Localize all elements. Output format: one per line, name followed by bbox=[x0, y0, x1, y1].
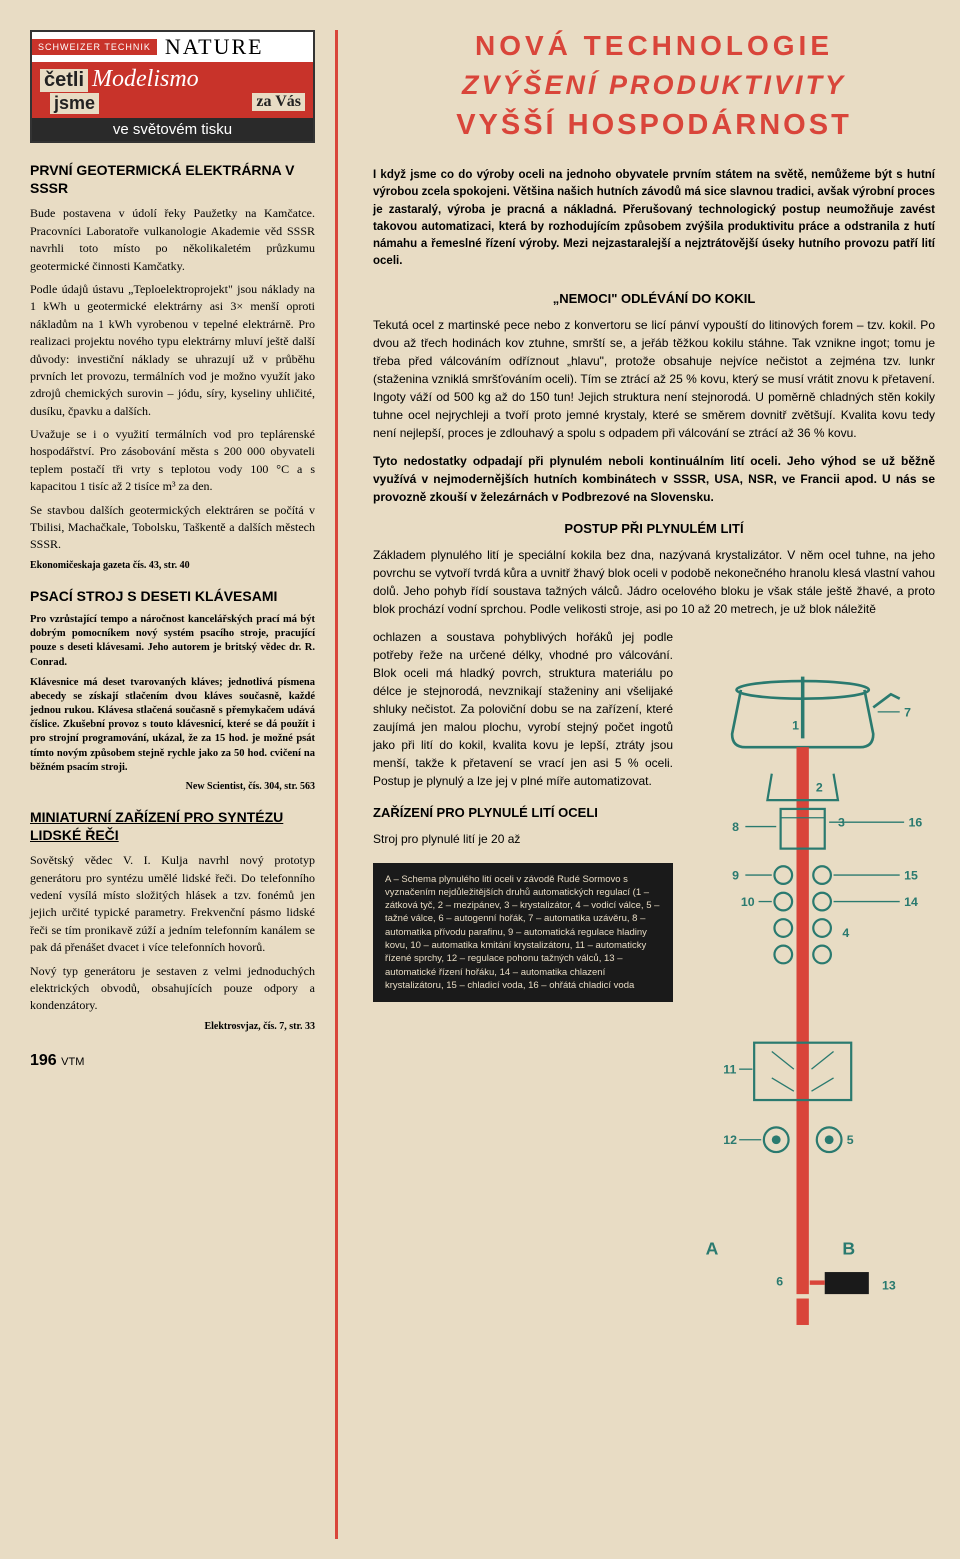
header-jsme: jsme bbox=[50, 93, 99, 114]
article3-source: Elektrosvjaz, čís. 7, str. 33 bbox=[30, 1021, 315, 1032]
header-script: Modelismo bbox=[92, 66, 199, 92]
continuous-casting-diagram: 7 1 2 8 3 16 9 15 10 14 bbox=[688, 628, 935, 1378]
left-column: SCHWEIZER TECHNIK NATURE četli Modelismo… bbox=[30, 30, 315, 1539]
column-divider bbox=[335, 30, 338, 1539]
svg-text:12: 12 bbox=[723, 1133, 737, 1147]
header-cetli: četli bbox=[40, 69, 88, 92]
article2-p1: Pro vzrůstající tempo a náročnost kancel… bbox=[30, 613, 315, 670]
intro-text: I když jsme co do výroby oceli na jednoh… bbox=[373, 167, 935, 271]
article3-title: MINIATURNÍ ZAŘÍZENÍ PRO SYNTÉZU LIDSKÉ Ř… bbox=[30, 808, 315, 844]
article3-p2: Nový typ generátoru je sestaven z velmi … bbox=[30, 963, 315, 1015]
svg-text:7: 7 bbox=[904, 705, 911, 719]
article1-p3: Uvažuje se i o využití termálních vod pr… bbox=[30, 426, 315, 496]
section1-p1: Tekutá ocel z martinské pece nebo z konv… bbox=[373, 316, 935, 442]
article2-title: PSACÍ STROJ S DESETI KLÁVESAMI bbox=[30, 587, 315, 605]
svg-text:9: 9 bbox=[732, 868, 739, 882]
svg-text:B: B bbox=[842, 1238, 855, 1258]
diagram-area: 7 1 2 8 3 16 9 15 10 14 bbox=[688, 628, 935, 1383]
section3-p1: Stroj pro plynulé lití je 20 až bbox=[373, 830, 673, 848]
article2-p2: Klávesnice má deset tvarovaných kláves; … bbox=[30, 676, 315, 775]
svg-text:10: 10 bbox=[741, 894, 755, 908]
svg-text:5: 5 bbox=[847, 1133, 854, 1147]
section2-p2: ochlazen a soustava pohyblivých hořáků j… bbox=[373, 628, 673, 790]
header-zavas: za Vás bbox=[252, 93, 305, 111]
article1-p4: Se stavbou dalších geotermických elektrá… bbox=[30, 502, 315, 554]
section2-heading: POSTUP PŘI PLYNULÉM LITÍ bbox=[373, 521, 935, 536]
svg-text:1: 1 bbox=[792, 718, 799, 732]
header-banner: SCHWEIZER TECHNIK NATURE četli Modelismo… bbox=[30, 30, 315, 143]
article1-p2: Podle údajů ústavu „Teploelektroprojekt"… bbox=[30, 281, 315, 420]
article1-p1: Bude postavena v údolí řeky Paužetky na … bbox=[30, 205, 315, 275]
diagram-legend: A – Schema plynulého lití oceli v závodě… bbox=[373, 863, 673, 1003]
svg-text:15: 15 bbox=[904, 868, 918, 882]
header-bottom: ve světovém tisku bbox=[32, 118, 313, 141]
section3-heading: ZAŘÍZENÍ PRO PLYNULÉ LITÍ OCELI bbox=[373, 805, 673, 820]
svg-text:A: A bbox=[706, 1238, 719, 1258]
article1-title: PRVNÍ GEOTERMICKÁ ELEKTRÁRNA V SSSR bbox=[30, 161, 315, 197]
page-number: 196 VTM bbox=[30, 1052, 315, 1070]
svg-text:4: 4 bbox=[842, 925, 849, 939]
main-title-2: ZVÝŠENÍ PRODUKTIVITY bbox=[373, 70, 935, 101]
svg-text:6: 6 bbox=[776, 1274, 783, 1288]
main-title-3: VYŠŠÍ HOSPODÁRNOST bbox=[373, 109, 935, 142]
page-number-suffix: VTM bbox=[61, 1056, 84, 1068]
svg-text:13: 13 bbox=[882, 1278, 896, 1292]
article2-source: New Scientist, čís. 304, str. 563 bbox=[30, 781, 315, 792]
section1-heading: „NEMOCI" ODLÉVÁNÍ DO KOKIL bbox=[373, 291, 935, 306]
svg-text:2: 2 bbox=[816, 780, 823, 794]
svg-text:11: 11 bbox=[723, 1062, 736, 1076]
section1-p2: Tyto nedostatky odpadají při plynulém ne… bbox=[373, 452, 935, 506]
svg-text:16: 16 bbox=[909, 815, 923, 829]
article1-source: Ekonomičeskaja gazeta čís. 43, str. 40 bbox=[30, 560, 315, 571]
section2-p1: Základem plynulého lití je speciální kok… bbox=[373, 546, 935, 618]
page-number-value: 196 bbox=[30, 1052, 57, 1069]
main-title-1: NOVÁ TECHNOLOGIE bbox=[373, 30, 935, 62]
svg-text:14: 14 bbox=[904, 894, 918, 908]
svg-text:8: 8 bbox=[732, 819, 739, 833]
header-nature: NATURE bbox=[157, 32, 272, 62]
right-column: NOVÁ TECHNOLOGIE ZVÝŠENÍ PRODUKTIVITY VY… bbox=[358, 30, 935, 1539]
header-redbar: SCHWEIZER TECHNIK bbox=[32, 39, 157, 55]
article3-p1: Sovětský vědec V. I. Kulja navrhl nový p… bbox=[30, 852, 315, 956]
